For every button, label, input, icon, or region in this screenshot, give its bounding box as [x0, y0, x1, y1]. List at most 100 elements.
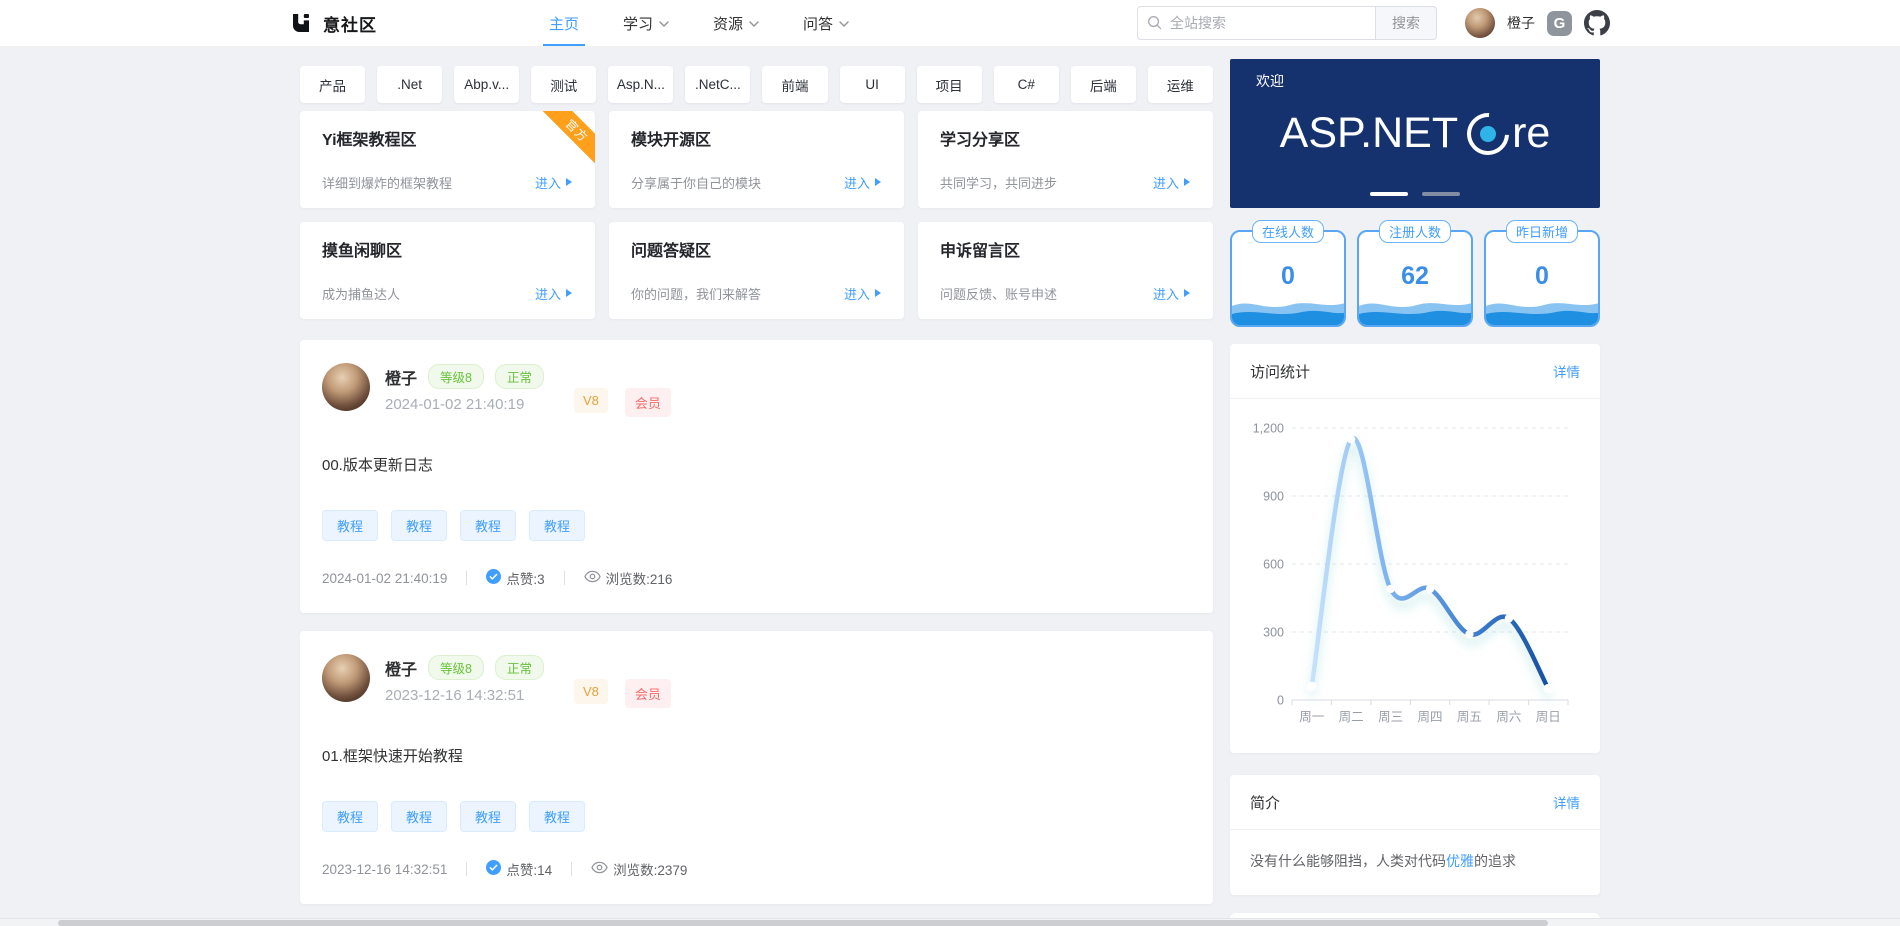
- tag-filter-12[interactable]: 运维: [1147, 66, 1213, 103]
- post-tag-chip[interactable]: 教程: [391, 801, 448, 832]
- tag-filter-1[interactable]: 产品: [300, 66, 366, 103]
- gitee-icon[interactable]: G: [1547, 10, 1572, 36]
- forum-enter-link[interactable]: 进入: [844, 173, 882, 192]
- user-avatar[interactable]: [1465, 8, 1495, 38]
- search-input[interactable]: [1137, 6, 1375, 40]
- tag-filter-11[interactable]: 后端: [1070, 66, 1136, 103]
- site-logo[interactable]: 意社区: [290, 11, 377, 36]
- wave-decoration-icon: [1486, 303, 1598, 325]
- tag-filter-8[interactable]: UI: [839, 66, 905, 103]
- nav-item-4[interactable]: 问答: [781, 0, 871, 46]
- post-tag-chip[interactable]: 教程: [529, 510, 586, 541]
- forum-card-1[interactable]: Yi框架教程区 详细到爆炸的框架教程 进入 官方: [300, 111, 595, 208]
- visit-stats-title: 访问统计: [1250, 363, 1311, 381]
- enter-link-label: 进入: [843, 176, 870, 191]
- post-views-label: 浏览数:2379: [613, 863, 688, 878]
- forum-card-4[interactable]: 摸鱼闲聊区 成为捕鱼达人 进入: [300, 222, 595, 319]
- nav-item-1[interactable]: 主页: [527, 0, 601, 46]
- member-badge: 会员: [624, 679, 671, 708]
- nav-item-2[interactable]: 学习: [601, 0, 691, 46]
- intro-text-highlight[interactable]: 优雅: [1446, 853, 1474, 869]
- post-tag-chip[interactable]: 教程: [529, 801, 586, 832]
- horizontal-scrollbar-thumb[interactable]: [58, 920, 1548, 926]
- post-tag-chip[interactable]: 教程: [391, 510, 448, 541]
- forum-card-desc: 共同学习，共同进步: [940, 176, 1058, 191]
- enter-link-label: 进入: [534, 287, 561, 302]
- wave-decoration-icon: [1232, 303, 1344, 325]
- post-tag-chip[interactable]: 教程: [460, 801, 517, 832]
- triangle-right-icon: [1183, 175, 1191, 190]
- forum-card-6[interactable]: 申诉留言区 问题反馈、账号申述 进入: [918, 222, 1213, 319]
- carousel-dash-active[interactable]: [1370, 192, 1408, 196]
- forum-card-3[interactable]: 学习分享区 共同学习，共同进步 进入: [918, 111, 1213, 208]
- level-badge: 等级8: [428, 655, 484, 680]
- member-badge: 会员: [624, 388, 671, 417]
- forum-enter-link[interactable]: 进入: [535, 284, 573, 303]
- forum-card-5[interactable]: 问题答疑区 你的问题，我们来解答 进入: [609, 222, 904, 319]
- stat-card-3: 昨日新增 0: [1484, 220, 1600, 327]
- post-views[interactable]: 浏览数:216: [583, 568, 672, 588]
- visit-stats-detail-link[interactable]: 详情: [1553, 365, 1580, 380]
- user-name[interactable]: 橙子: [1507, 15, 1535, 31]
- brand-text-suffix: re: [1512, 109, 1551, 157]
- post-card-2: 橙子 等级8 正常 2023-12-16 14:32:51 V8 会员 01.框架快速开始教…: [300, 631, 1213, 904]
- forum-card-desc: 问题反馈、账号申述: [940, 287, 1058, 302]
- post-author-avatar[interactable]: [322, 363, 370, 411]
- tag-filter-5[interactable]: Asp.N...: [608, 66, 674, 103]
- nav-item-label: 资源: [713, 15, 744, 33]
- tag-filter-4[interactable]: 测试: [531, 66, 597, 103]
- post-author-name[interactable]: 橙子: [385, 661, 418, 679]
- svg-text:周日: 周日: [1536, 710, 1561, 724]
- welcome-banner[interactable]: 欢迎 ASP.NET re: [1230, 59, 1600, 208]
- post-views[interactable]: 浏览数:2379: [591, 859, 687, 879]
- visit-stats-card: 访问统计 详情 0 300 600 900 1,200 周一 周二 周三 周四 周五 周六 周日: [1230, 344, 1600, 753]
- stat-value: 62: [1401, 262, 1429, 290]
- post-tag-chip[interactable]: 教程: [460, 510, 517, 541]
- forum-card-title: Yi框架教程区: [322, 132, 417, 149]
- forum-enter-link[interactable]: 进入: [1153, 284, 1191, 303]
- stat-card-2: 注册人数 62: [1357, 220, 1473, 327]
- tag-filter-10[interactable]: C#: [993, 66, 1059, 103]
- divider: [571, 862, 573, 876]
- post-footer: 2023-12-16 14:32:51 点赞:14 浏览数:2379: [322, 859, 1191, 879]
- post-title[interactable]: 00.版本更新日志: [322, 457, 433, 474]
- triangle-right-icon: [874, 175, 882, 190]
- post-title[interactable]: 01.框架快速开始教程: [322, 748, 463, 765]
- post-likes[interactable]: 点赞:3: [486, 568, 545, 588]
- tag-filter-3[interactable]: Abp.v...: [454, 66, 520, 103]
- search-button[interactable]: 搜索: [1375, 6, 1437, 40]
- post-datetime: 2024-01-02 21:40:19: [385, 396, 525, 413]
- stat-label: 昨日新增: [1505, 220, 1579, 243]
- top-header: 意社区 主页 学习 资源 问答 搜索 橙子 G: [0, 0, 1900, 47]
- nav-item-3[interactable]: 资源: [691, 0, 781, 46]
- tag-filter-6[interactable]: .NetC...: [685, 66, 751, 103]
- tag-filter-7[interactable]: 前端: [762, 66, 828, 103]
- forum-enter-link[interactable]: 进入: [535, 173, 573, 192]
- forum-enter-link[interactable]: 进入: [1153, 173, 1191, 192]
- enter-link-label: 进入: [1152, 287, 1179, 302]
- post-author-avatar[interactable]: [322, 654, 370, 702]
- nav-item-label: 问答: [803, 15, 834, 33]
- post-footer-date: 2024-01-02 21:40:19: [322, 570, 448, 586]
- tag-filter-9[interactable]: 项目: [916, 66, 982, 103]
- intro-text-before: 没有什么能够阻挡，人类对代码: [1250, 853, 1446, 869]
- forum-card-title: 问题答疑区: [631, 243, 712, 260]
- post-likes[interactable]: 点赞:14: [486, 859, 552, 879]
- forum-card-desc: 详细到爆炸的框架教程: [322, 176, 453, 191]
- post-tag-chip[interactable]: 教程: [322, 510, 379, 541]
- carousel-dash[interactable]: [1422, 192, 1460, 196]
- tag-filter-2[interactable]: .Net: [377, 66, 443, 103]
- forum-enter-link[interactable]: 进入: [844, 284, 882, 303]
- horizontal-scrollbar[interactable]: [0, 918, 1900, 926]
- forum-card-2[interactable]: 模块开源区 分享属于你自己的模块 进入: [609, 111, 904, 208]
- main-nav: 主页 学习 资源 问答: [527, 0, 871, 46]
- check-circle-icon: [486, 860, 502, 878]
- post-tag-chip[interactable]: 教程: [322, 801, 379, 832]
- logo-icon: [293, 14, 309, 32]
- sidebar: 欢迎 ASP.NET re 在线人数 0 注册人数 62 昨日新增 0 访问统计 详情 0…: [1230, 59, 1600, 926]
- github-icon[interactable]: [1584, 10, 1610, 36]
- intro-detail-link[interactable]: 详情: [1553, 796, 1580, 811]
- chevron-down-icon: [839, 15, 849, 32]
- post-author-name[interactable]: 橙子: [385, 370, 418, 388]
- status-badge: 正常: [494, 364, 544, 389]
